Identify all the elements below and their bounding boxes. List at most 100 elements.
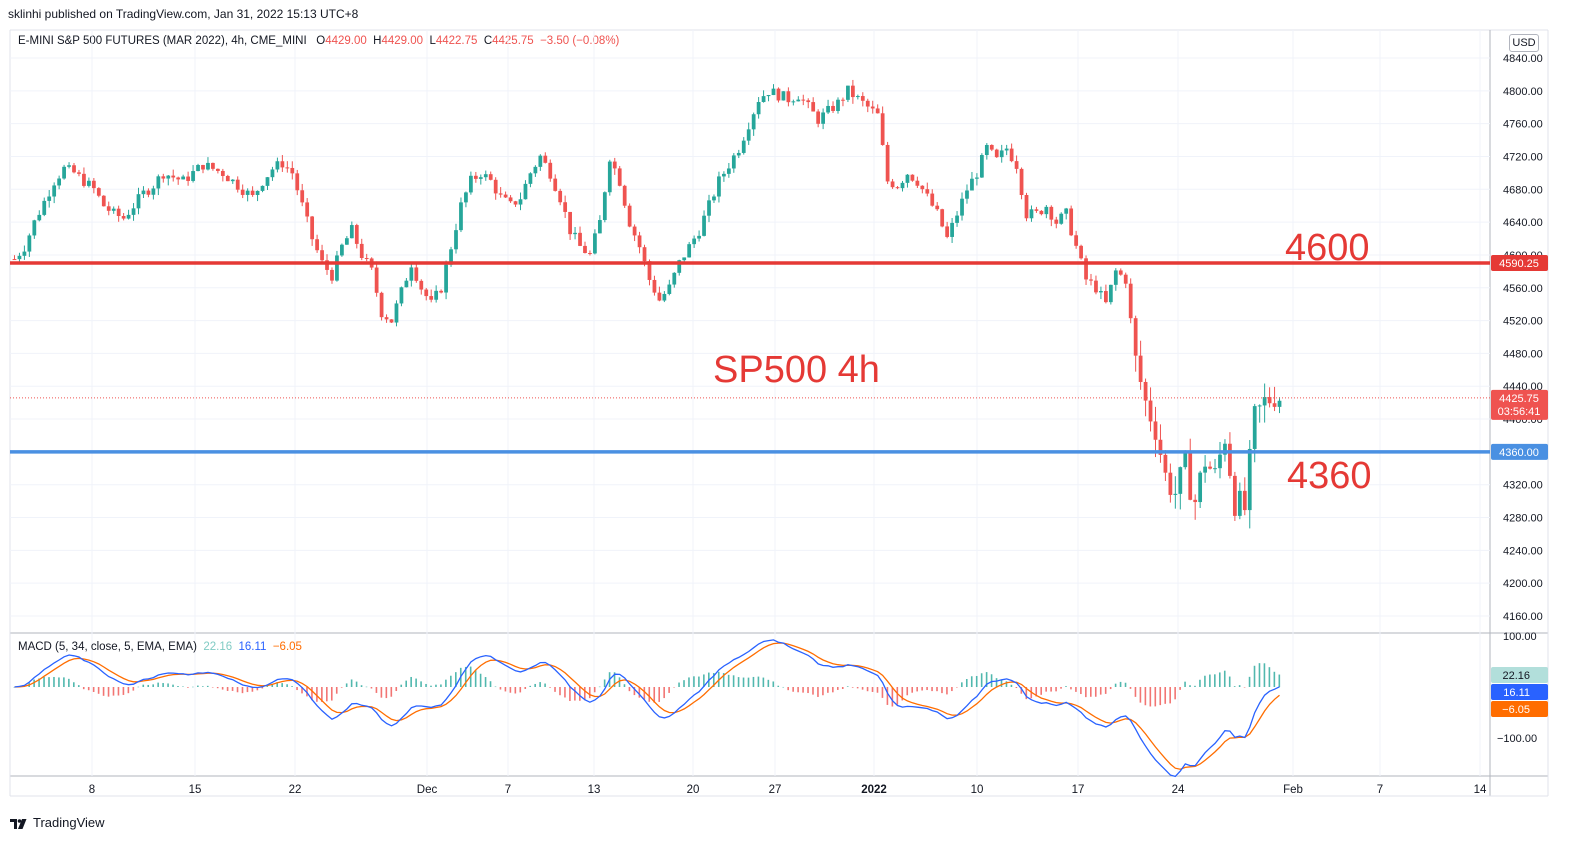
candle-body <box>235 179 240 190</box>
candle-body <box>741 140 746 153</box>
macd-hist-bar <box>1119 681 1122 687</box>
candle-body <box>1009 148 1014 162</box>
candle-body <box>215 168 220 171</box>
macd-hist-bar <box>345 683 348 687</box>
macd-hist-bar <box>1085 687 1087 698</box>
macd-hist-bar <box>722 673 725 687</box>
macd-hist-bar <box>752 676 755 687</box>
macd-hist-bar <box>638 687 641 698</box>
brand-footer[interactable]: TradingView <box>10 815 105 830</box>
macd-line-badge-text: 16.11 <box>1503 687 1530 699</box>
macd-hist-bar <box>87 687 90 691</box>
candle-body <box>925 189 930 194</box>
candle-body <box>330 269 334 281</box>
candle-body <box>756 102 761 115</box>
macd-hist-bar <box>583 687 586 701</box>
candle-body <box>687 244 692 258</box>
macd-hist-bar <box>906 687 909 696</box>
symbol-title[interactable]: E-MINI S&P 500 FUTURES (MAR 2022), 4h, C… <box>18 35 307 47</box>
signal-badge <box>1491 701 1548 717</box>
candle-body <box>290 167 295 174</box>
macd-hist-bar <box>211 687 214 688</box>
macd-hist-bar <box>1159 687 1162 706</box>
macd-hist-bar <box>1144 687 1147 706</box>
time-tick-label: 14 <box>1474 784 1487 796</box>
macd-hist-bar <box>881 687 884 698</box>
candle-body <box>1277 400 1282 407</box>
macd-hist-bar <box>931 687 933 692</box>
candle-body <box>612 161 617 169</box>
time-tick-label: 7 <box>505 784 511 796</box>
candle-body <box>1113 270 1118 285</box>
macd-hist-bar <box>628 687 631 692</box>
candle-body <box>850 85 855 98</box>
macd-hist-bar <box>787 687 789 691</box>
candle-body <box>409 267 414 281</box>
macd-hist-bar <box>390 687 393 697</box>
macd-hist-bar <box>856 687 859 689</box>
candle-body <box>652 279 657 293</box>
candle-body <box>602 192 607 221</box>
resistance-badge <box>1491 254 1548 271</box>
macd-hist-bar <box>1099 687 1102 695</box>
macd-hist-bar <box>1035 687 1038 697</box>
candle-body <box>1079 245 1083 259</box>
candle-body <box>1198 472 1203 503</box>
macd-title[interactable]: MACD (5, 34, close, 5, EMA, EMA) <box>18 641 197 653</box>
resistance-annotation[interactable]: 4600 <box>1285 227 1370 269</box>
candle-body <box>1272 403 1277 407</box>
candle-body <box>573 232 577 235</box>
gridlines <box>10 30 1490 776</box>
candle-body <box>766 95 771 97</box>
candle-body <box>82 173 86 186</box>
candle-body <box>220 170 225 176</box>
macd-hist-bar <box>1075 687 1077 692</box>
candle-body <box>1029 209 1034 219</box>
macd-hist-bar <box>499 687 502 690</box>
candle-body <box>47 196 52 201</box>
macd-hist-bar <box>430 685 432 687</box>
candle-body <box>751 114 756 130</box>
candle-body <box>975 177 979 179</box>
macd-hist-bar <box>326 687 328 702</box>
candle-body <box>1218 454 1222 469</box>
macd-hist-bar <box>1238 685 1241 687</box>
macd-hist-bar <box>802 687 804 693</box>
candle-body <box>225 175 230 182</box>
macd-hist-bar <box>43 676 45 687</box>
macd-hist-bar <box>241 687 244 694</box>
candle-body <box>27 235 32 252</box>
chart-title-annotation[interactable]: SP500 4h <box>713 349 880 391</box>
macd-hist-bar <box>926 687 928 691</box>
macd-hist-bar <box>975 675 978 687</box>
macd-hist-bar <box>256 687 259 691</box>
macd-hist-bar <box>1164 687 1167 704</box>
macd-hist-bar <box>995 678 998 687</box>
macd-line-value: 16.11 <box>238 641 267 653</box>
low-value: 4422.75 <box>435 35 478 47</box>
candle-body <box>1138 355 1143 382</box>
currency-button[interactable]: USD <box>1509 34 1539 52</box>
macd-hist-bar <box>574 687 576 701</box>
candle-body <box>116 208 121 217</box>
candle-body <box>588 253 592 255</box>
candle-body <box>920 185 925 190</box>
price-tick-label: 4200.00 <box>1503 578 1543 590</box>
candle-body <box>945 226 950 237</box>
candle-body <box>528 173 533 184</box>
support-annotation[interactable]: 4360 <box>1287 455 1372 497</box>
candle-body <box>250 190 255 196</box>
macd-line <box>14 639 1280 778</box>
macd-hist-bar <box>1174 687 1176 700</box>
macd-hist-bar <box>588 687 591 699</box>
candle-body <box>131 208 136 215</box>
candle-body <box>270 169 275 178</box>
macd-hist-bar <box>236 687 239 693</box>
macd-hist-bar <box>990 674 993 687</box>
candle-body <box>548 162 553 179</box>
candle-body <box>692 238 697 245</box>
macd-hist-bar <box>157 682 159 687</box>
candle-body <box>786 91 791 103</box>
macd-hist-bar <box>122 687 125 695</box>
